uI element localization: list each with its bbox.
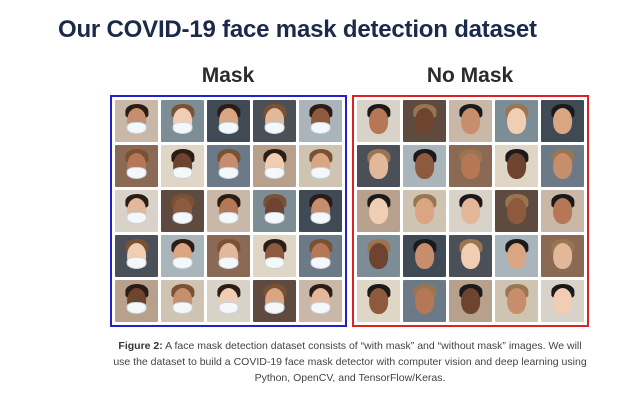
unmasked-face-photo (357, 190, 400, 232)
masked-face-photo (299, 145, 342, 187)
unmasked-face-photo (541, 190, 584, 232)
unmasked-face-photo (541, 235, 584, 277)
masked-face-photo (299, 190, 342, 232)
unmasked-face-photo (541, 280, 584, 322)
unmasked-face-photo (357, 280, 400, 322)
masked-face-photo (161, 145, 204, 187)
no-mask-panel-label: No Mask (426, 64, 514, 87)
unmasked-face-photo (449, 145, 492, 187)
unmasked-face-photo (449, 235, 492, 277)
masked-face-photo (161, 235, 204, 277)
masked-face-photo (207, 100, 250, 142)
masked-face-photo (115, 190, 158, 232)
unmasked-face-photo (357, 235, 400, 277)
masked-face-photo (299, 280, 342, 322)
masked-face-photo (161, 190, 204, 232)
unmasked-face-photo (495, 280, 538, 322)
mask-image-grid (110, 95, 347, 327)
unmasked-face-photo (403, 190, 446, 232)
unmasked-face-photo (495, 100, 538, 142)
masked-face-photo (253, 190, 296, 232)
unmasked-face-photo (495, 190, 538, 232)
unmasked-face-photo (403, 235, 446, 277)
unmasked-face-photo (449, 190, 492, 232)
masked-face-photo (207, 145, 250, 187)
masked-face-photo (299, 235, 342, 277)
masked-face-photo (161, 280, 204, 322)
masked-face-photo (299, 100, 342, 142)
mask-panel-label: Mask (201, 64, 255, 87)
unmasked-face-photo (495, 235, 538, 277)
masked-face-photo (161, 100, 204, 142)
masked-face-photo (207, 235, 250, 277)
masked-face-photo (207, 280, 250, 322)
unmasked-face-photo (357, 145, 400, 187)
masked-face-photo (253, 100, 296, 142)
unmasked-face-photo (449, 280, 492, 322)
unmasked-face-photo (403, 280, 446, 322)
figure-caption-label: Figure 2: (118, 340, 163, 352)
figure-caption-text: A face mask detection dataset consists o… (113, 340, 587, 384)
masked-face-photo (253, 280, 296, 322)
unmasked-face-photo (449, 100, 492, 142)
masked-face-photo (253, 235, 296, 277)
unmasked-face-photo (357, 100, 400, 142)
unmasked-face-photo (403, 145, 446, 187)
masked-face-photo (253, 145, 296, 187)
masked-face-photo (207, 190, 250, 232)
no-mask-image-grid (352, 95, 589, 327)
masked-face-photo (115, 235, 158, 277)
masked-face-photo (115, 100, 158, 142)
unmasked-face-photo (541, 145, 584, 187)
page-title: Our COVID-19 face mask detection dataset (58, 16, 537, 43)
unmasked-face-photo (403, 100, 446, 142)
unmasked-face-photo (495, 145, 538, 187)
unmasked-face-photo (541, 100, 584, 142)
masked-face-photo (115, 145, 158, 187)
masked-face-photo (115, 280, 158, 322)
figure-caption: Figure 2: A face mask detection dataset … (112, 338, 588, 386)
